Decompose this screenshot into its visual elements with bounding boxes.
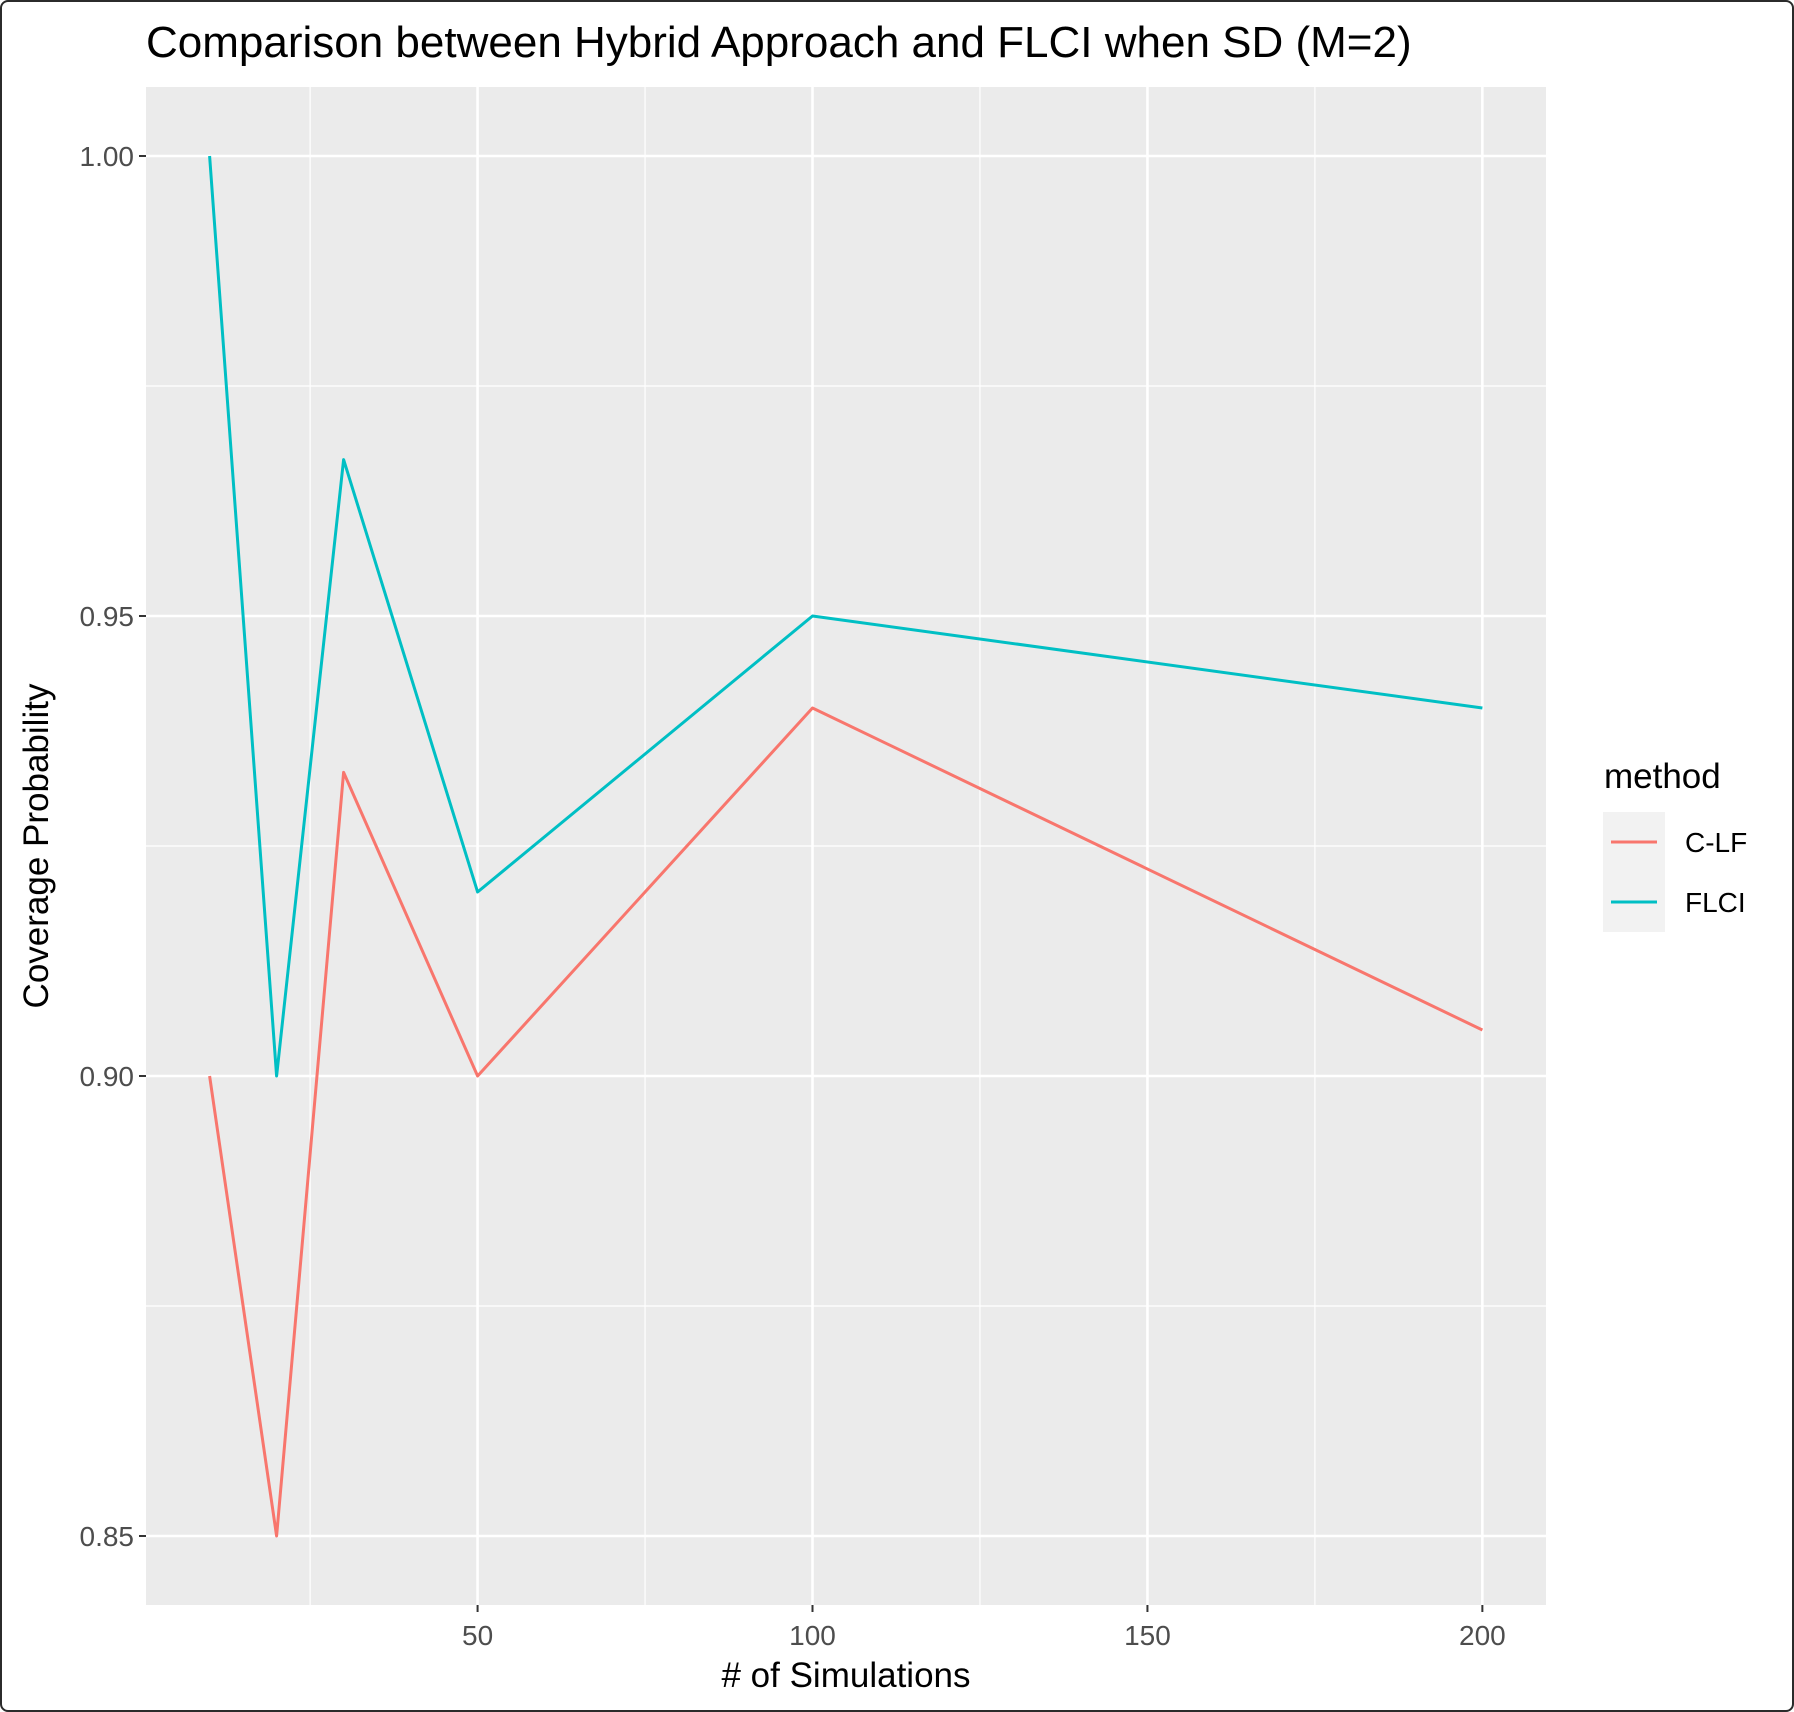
legend-label-flci: FLCI xyxy=(1685,887,1746,918)
y-tick-label: 0.85 xyxy=(80,1521,135,1552)
series-line-flci xyxy=(208,155,1483,1078)
y-tick-label: 0.90 xyxy=(80,1061,135,1092)
major-gridlines xyxy=(146,87,1546,1605)
y-axis: 0.85 0.90 0.95 1.00 xyxy=(80,141,146,1552)
minor-gridlines xyxy=(146,87,1546,1605)
legend-title: method xyxy=(1604,757,1721,796)
chart-title: Comparison between Hybrid Approach and F… xyxy=(146,18,1412,67)
x-tick-label: 50 xyxy=(462,1620,493,1651)
series-line-c-lf xyxy=(208,706,1484,1538)
legend-label-c-lf: C-LF xyxy=(1685,827,1747,858)
x-tick-label: 100 xyxy=(789,1620,836,1651)
x-tick-label: 200 xyxy=(1459,1620,1506,1651)
x-tick-label: 150 xyxy=(1124,1620,1171,1651)
y-tick-label: 1.00 xyxy=(80,141,135,172)
y-axis-title: Coverage Probability xyxy=(17,683,56,1008)
legend: method C-LF FLCI xyxy=(1603,757,1747,932)
x-axis-title: # of Simulations xyxy=(721,1656,970,1695)
y-tick-label: 0.95 xyxy=(80,601,135,632)
x-axis: 50 100 150 200 xyxy=(462,1605,1506,1651)
series-lines xyxy=(208,155,1484,1538)
